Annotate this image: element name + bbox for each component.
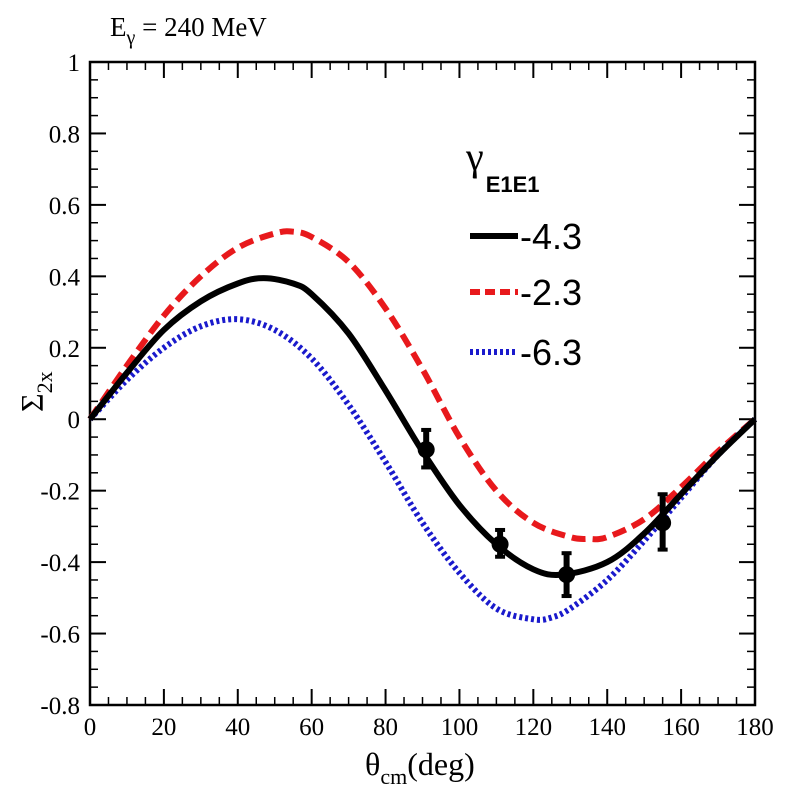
x-tick-label: 180 [736, 714, 774, 741]
title-main: E [110, 12, 127, 42]
y-tick-label: 0.6 [49, 193, 80, 220]
legend-label-1: -4.3 [520, 216, 582, 257]
y-tick-labels: -0.8 -0.6 -0.4 -0.2 0 0.2 0.4 0.6 0.8 1 [40, 50, 80, 720]
x-tick-label: 40 [225, 714, 250, 741]
y-tick-label: 1 [68, 50, 81, 77]
axis-ticks [89, 61, 756, 706]
legend-title-main: γ [465, 134, 484, 179]
x-tick-label: 20 [151, 714, 176, 741]
x-axis-label: θcm(deg) [365, 746, 475, 789]
y-tick-label: 0.2 [49, 336, 80, 363]
legend: γE1E1 -4.3 -2.3 -6.3 [465, 134, 582, 373]
legend-label-2: -2.3 [520, 272, 582, 313]
x-axis-label-subscript: cm [380, 764, 407, 789]
x-tick-label: 140 [588, 714, 626, 741]
x-axis-label-main: θ [365, 746, 380, 782]
x-tick-label: 120 [515, 714, 553, 741]
data-point [417, 441, 435, 459]
x-tick-label: 100 [441, 714, 479, 741]
data-point [654, 514, 672, 532]
legend-title-subscript: E1E1 [486, 172, 540, 197]
y-tick-label: 0.8 [49, 121, 80, 148]
data-point [491, 535, 509, 553]
legend-title: γE1E1 [465, 134, 540, 197]
y-tick-label: -0.6 [40, 622, 80, 649]
data-point [558, 566, 576, 584]
series-group [87, 228, 758, 623]
x-tick-label: 80 [373, 714, 398, 741]
x-axis-label-rest: (deg) [407, 746, 475, 782]
title-subscript: γ [126, 27, 136, 49]
title-rest: = 240 MeV [135, 12, 267, 42]
plot-area [88, 60, 757, 707]
series-line-dotted [87, 316, 758, 623]
y-tick-label: -0.4 [40, 550, 80, 577]
x-tick-label: 0 [84, 714, 97, 741]
series-line-dashed [87, 228, 757, 543]
y-tick-label: 0 [68, 407, 81, 434]
y-tick-label: 0.4 [49, 264, 81, 291]
y-tick-label: -0.2 [40, 479, 80, 506]
x-tick-label: 160 [662, 714, 700, 741]
y-axis-label: Σ2x [14, 371, 57, 412]
series-line-solid [87, 275, 758, 578]
y-axis-label-main: Σ [14, 393, 50, 412]
x-tick-label: 60 [299, 714, 324, 741]
y-axis-label-subscript: 2x [32, 371, 57, 393]
y-tick-label: -0.8 [40, 693, 80, 720]
data-points [417, 427, 672, 599]
x-tick-labels: 0 20 40 60 80 100 120 140 160 180 [84, 714, 774, 741]
chart-title: Eγ = 240 MeV [110, 12, 267, 49]
legend-label-3: -6.3 [520, 332, 582, 373]
